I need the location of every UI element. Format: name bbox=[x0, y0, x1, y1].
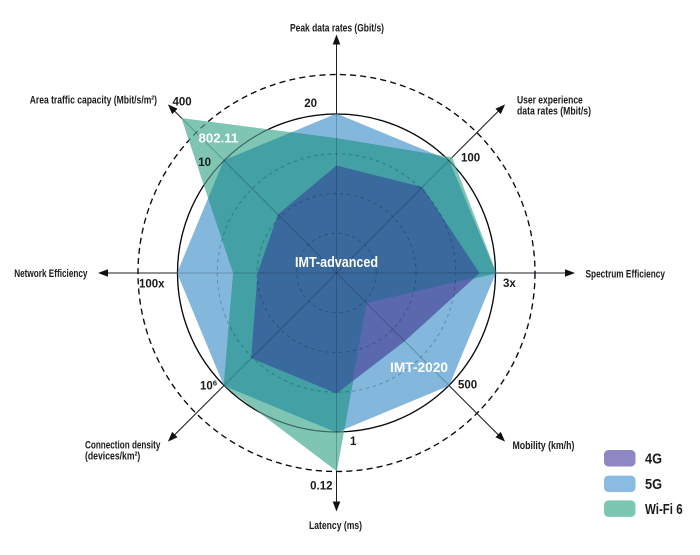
svg-text:0.12: 0.12 bbox=[310, 481, 332, 493]
svg-text:802.11: 802.11 bbox=[199, 131, 239, 146]
svg-text:100x: 100x bbox=[139, 279, 165, 291]
svg-text:Wi-Fi 6: Wi-Fi 6 bbox=[645, 501, 683, 518]
svg-text:IMT-2020: IMT-2020 bbox=[390, 360, 448, 375]
svg-text:500: 500 bbox=[458, 380, 477, 392]
svg-text:1: 1 bbox=[350, 436, 357, 448]
svg-text:4G: 4G bbox=[645, 451, 662, 468]
svg-text:Peak data rates (Gbit/s): Peak data rates (Gbit/s) bbox=[290, 23, 384, 35]
svg-text:Connection density: Connection density bbox=[85, 440, 161, 452]
svg-text:3x: 3x bbox=[503, 278, 516, 290]
svg-text:Mobility (km/h): Mobility (km/h) bbox=[513, 440, 575, 452]
svg-text:Latency (ms): Latency (ms) bbox=[309, 520, 362, 532]
svg-text:100: 100 bbox=[461, 153, 480, 165]
svg-text:106: 106 bbox=[200, 379, 217, 393]
svg-text:20: 20 bbox=[304, 98, 317, 110]
svg-text:Area traffic capacity (Mbit/s/: Area traffic capacity (Mbit/s/m²) bbox=[30, 95, 158, 107]
svg-text:5G: 5G bbox=[645, 476, 662, 493]
svg-text:Spectrum Efficiency: Spectrum Efficiency bbox=[586, 269, 666, 281]
svg-text:User experience: User experience bbox=[517, 95, 583, 107]
svg-text:400: 400 bbox=[173, 97, 192, 109]
svg-text:data rates (Mbit/s): data rates (Mbit/s) bbox=[517, 106, 591, 118]
svg-text:IMT-advanced: IMT-advanced bbox=[295, 255, 378, 271]
svg-text:(devices/km²): (devices/km²) bbox=[85, 451, 141, 463]
svg-text:10: 10 bbox=[198, 157, 211, 169]
svg-text:Network Efficiency: Network Efficiency bbox=[14, 268, 88, 280]
